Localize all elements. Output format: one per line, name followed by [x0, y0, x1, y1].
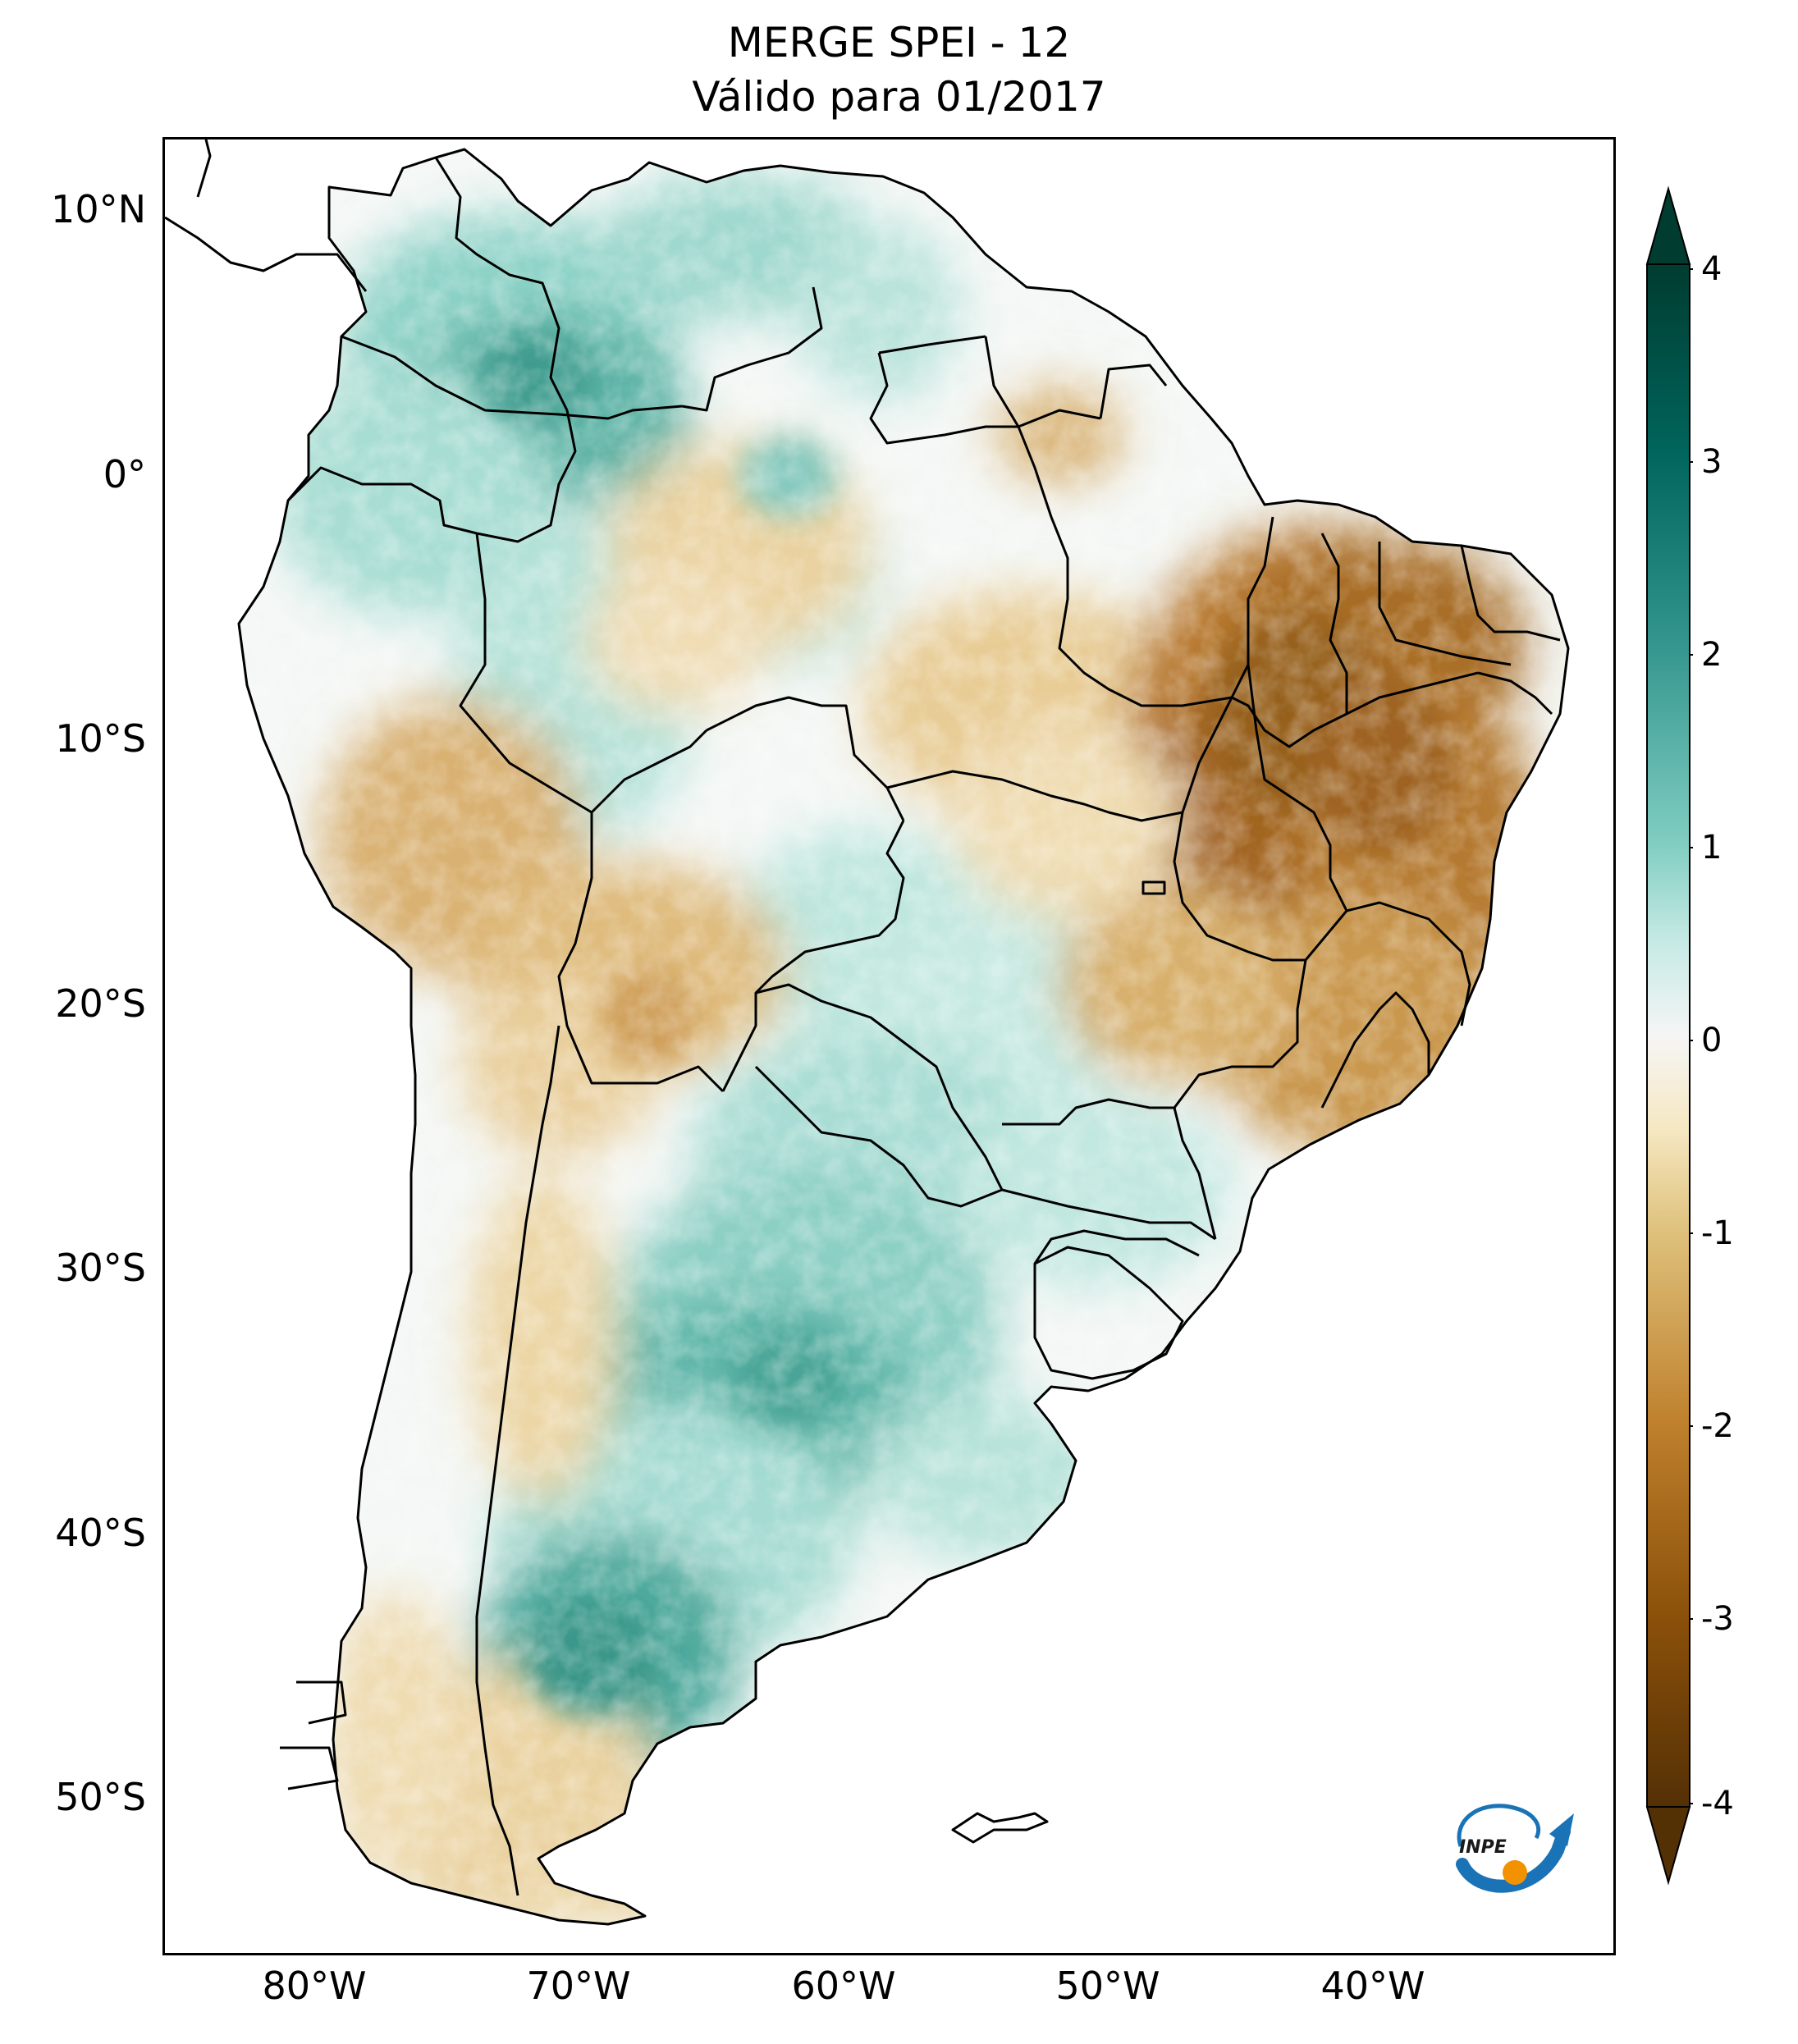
lat-label-10s: 10°S [55, 716, 146, 761]
colorbar-tick-neg3: -3 [1701, 1600, 1734, 1638]
colorbar-tick-neg1: -1 [1701, 1214, 1734, 1252]
map-subtitle: Válido para 01/2017 [692, 73, 1106, 121]
lon-label-60w: 60°W [791, 1964, 896, 2008]
colorbar-ticks [1690, 268, 1693, 1804]
lat-label-50s: 50°S [55, 1775, 146, 1819]
colorbar-min-arrow [1645, 1806, 1691, 1886]
colorbar-tick-4: 4 [1701, 250, 1723, 288]
colorbar-tick-neg4: -4 [1701, 1785, 1734, 1822]
lat-label-30s: 30°S [55, 1246, 146, 1290]
map-panel [162, 137, 1616, 1955]
lon-label-80w: 80°W [262, 1964, 367, 2008]
lat-label-40s: 40°S [55, 1511, 146, 1555]
colorbar-tick-1: 1 [1701, 829, 1723, 867]
lat-label-20s: 20°S [55, 981, 146, 1026]
inpe-logo-icon: INPE [1456, 1804, 1574, 1893]
colorbar-gradient [1646, 263, 1690, 1808]
lat-label-10n: 10°N [51, 187, 146, 231]
south-america-map [165, 139, 1570, 1926]
colorbar-tick-3: 3 [1701, 443, 1723, 481]
map-title: MERGE SPEI - 12 [727, 19, 1071, 66]
lat-label-0: 0° [103, 452, 146, 496]
lon-label-70w: 70°W [526, 1964, 631, 2008]
colorbar-tick-0: 0 [1701, 1022, 1723, 1059]
colorbar [1645, 185, 1693, 1886]
colorbar-tick-2: 2 [1701, 636, 1723, 674]
colorbar-max-arrow [1645, 185, 1691, 265]
inpe-logo-text: INPE [1459, 1837, 1507, 1858]
lon-label-50w: 50°W [1055, 1964, 1160, 2008]
country-borders [165, 139, 1570, 1926]
lon-label-40w: 40°W [1320, 1964, 1425, 2008]
spei-field [239, 149, 1568, 1924]
colorbar-tick-neg2: -2 [1701, 1407, 1734, 1445]
